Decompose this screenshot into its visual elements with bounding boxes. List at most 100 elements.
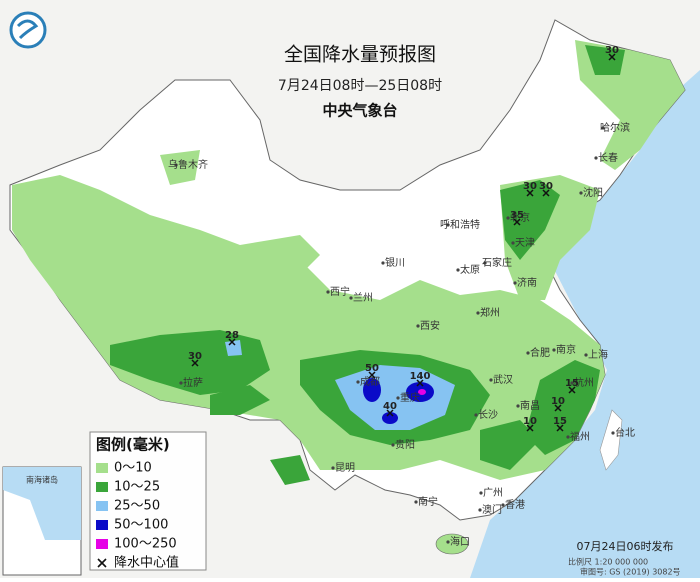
legend-label: 0～10 (114, 461, 152, 476)
city-dot (511, 241, 515, 245)
rain-100-250 (418, 389, 426, 395)
city-label: 郑州 (480, 306, 500, 319)
city-label: 乌鲁木齐 (168, 158, 208, 171)
center-marker (228, 338, 236, 346)
city-dot (526, 351, 530, 355)
center-marker (416, 379, 424, 387)
city-dot (456, 268, 460, 272)
city-label: 武汉 (493, 373, 513, 386)
city-label: 济南 (517, 276, 537, 289)
city-dot (479, 491, 483, 495)
center-marker (542, 189, 550, 197)
city-dot (416, 324, 420, 328)
city-label: 合肥 (530, 346, 550, 359)
center-value: 28 (225, 330, 239, 341)
center-marker (513, 218, 521, 226)
city-dot (446, 223, 450, 227)
city-dot (611, 431, 615, 435)
rain-10-25 (110, 45, 625, 485)
legend: 0～10 10～25 25～50 50～100 100～250 降水中心值 (96, 461, 179, 571)
center-value: 40 (383, 401, 397, 412)
city-label: 海口 (450, 535, 470, 548)
city-label: 西安 (420, 319, 440, 332)
center-marker (386, 409, 394, 417)
city-label: 太原 (460, 263, 480, 276)
city-dot (356, 380, 360, 384)
city-label: 福州 (570, 430, 590, 443)
hainan (435, 533, 469, 555)
city-label: 香港 (505, 499, 525, 511)
city-dot (396, 396, 400, 400)
legend-label: 10～25 (114, 480, 160, 495)
city-label: 上海 (588, 348, 608, 361)
published: 07月24日06时发布 (577, 539, 674, 553)
center-value: 50 (365, 363, 379, 374)
center-value: 15 (553, 416, 567, 427)
city-dot (174, 163, 178, 167)
city-dot (179, 381, 183, 385)
city-label: 昆明 (335, 462, 355, 474)
city-dot (489, 378, 493, 382)
city-label: 银川 (385, 256, 405, 269)
city-dot (506, 216, 510, 220)
city-label: 台北 (615, 426, 635, 439)
city-label: 哈尔滨 (600, 121, 630, 134)
city-dot (594, 156, 598, 160)
sea (470, 70, 700, 578)
city-dot (483, 261, 487, 265)
center-marker (526, 424, 534, 432)
city-label: 西宁 (330, 285, 350, 298)
city-label: 拉萨 (183, 376, 203, 389)
legend-marker (97, 558, 107, 568)
center-value: 30 (539, 181, 553, 192)
legend-swatch (96, 501, 108, 511)
legend-box (89, 431, 207, 571)
city-dot (331, 466, 335, 470)
city-label: 天津 (515, 237, 535, 249)
inset-sea (3, 467, 81, 540)
city-label: 南宁 (418, 495, 438, 508)
city-label: 杭州 (574, 376, 594, 389)
legend-label: 50～100 (114, 518, 168, 533)
legend-swatch (96, 520, 108, 530)
city-label: 长春 (598, 152, 618, 164)
issuer: 中央气象台 (322, 102, 397, 120)
center-value: 140 (410, 371, 431, 382)
city-dot (570, 381, 574, 385)
city-label: 沈阳 (583, 186, 603, 199)
city-dot (391, 443, 395, 447)
city-label: 南昌 (520, 399, 540, 412)
city-dot (584, 353, 588, 357)
center-value: 30 (523, 181, 537, 192)
city-dot (349, 296, 353, 300)
city-dot (476, 311, 480, 315)
legend-center-label: 降水中心值 (114, 555, 179, 571)
inset-title: 南海诸岛 (26, 475, 58, 485)
city-dot (501, 503, 505, 507)
legend-label: 25～50 (114, 499, 160, 514)
center-marker (568, 386, 576, 394)
legend-title: 图例(毫米) (96, 436, 170, 454)
logo-mark (16, 19, 39, 40)
legend-swatch (96, 463, 108, 473)
center-marker (526, 189, 534, 197)
city-dot (579, 191, 583, 195)
city-dot (381, 261, 385, 265)
city-dot (414, 500, 418, 504)
legend-swatch (96, 482, 108, 492)
city-label: 南京 (556, 343, 576, 356)
city-dot (446, 540, 450, 544)
center-marker (191, 359, 199, 367)
title: 全国降水量预报图 (284, 44, 436, 66)
city-dot (566, 435, 570, 439)
center-value: 30 (188, 351, 202, 362)
city-label: 贵阳 (395, 438, 415, 451)
center-value: 35 (510, 210, 524, 221)
scale: 比例尺 1:20 000 000 (568, 557, 648, 567)
city-label: 广州 (483, 487, 503, 499)
center-marker (608, 53, 616, 61)
taiwan (599, 409, 623, 471)
